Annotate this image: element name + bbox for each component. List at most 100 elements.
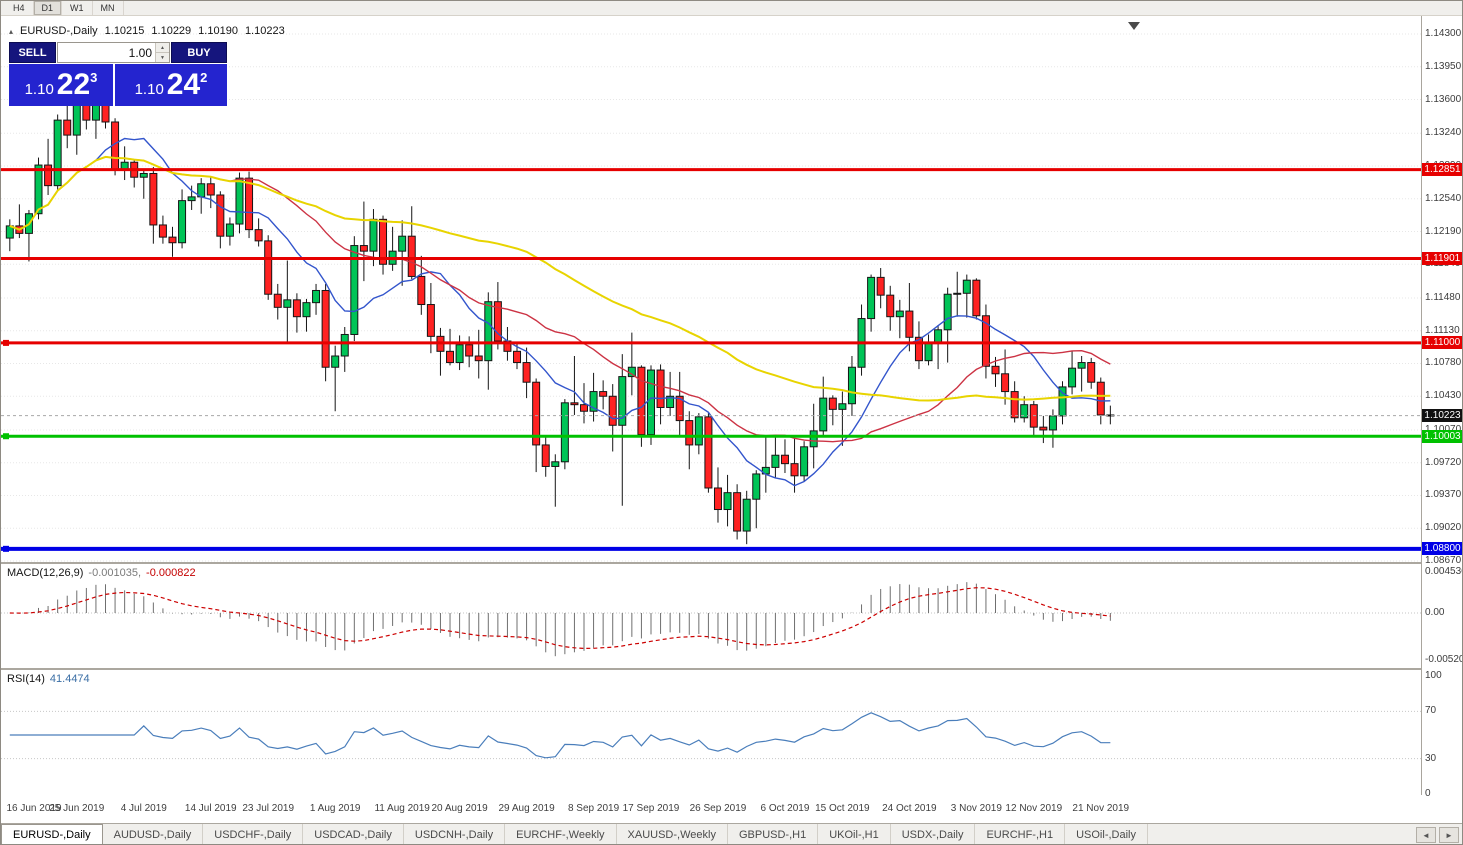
volume-spin-buttons: ▲ ▼ (155, 43, 169, 62)
volume-spinner[interactable]: 1.00 ▲ ▼ (57, 42, 170, 63)
chart-tab[interactable]: EURCHF-,H1 (975, 824, 1066, 844)
candle (991, 356, 1000, 387)
chart-shift-icon[interactable] (1128, 22, 1140, 30)
candle (704, 413, 713, 493)
pane-separator[interactable] (1, 562, 1462, 564)
chart-tab[interactable]: AUDUSD-,Daily (103, 824, 204, 844)
macd-signal-value: -0.000822 (146, 567, 196, 579)
timeframe-button-h4[interactable]: H4 (5, 1, 34, 15)
candle (685, 411, 694, 470)
candle (656, 364, 665, 425)
y-axis-label: 1.12540 (1425, 192, 1462, 204)
candle (5, 219, 14, 252)
chart-tab[interactable]: GBPUSD-,H1 (728, 824, 819, 844)
candle (1068, 351, 1077, 395)
date-label: 15 Oct 2019 (815, 803, 870, 814)
candle (331, 345, 340, 412)
sell-price-point: 3 (90, 70, 98, 85)
spin-up-icon[interactable]: ▲ (156, 43, 169, 53)
date-label: 21 Nov 2019 (1072, 803, 1130, 814)
macd-signal-line (9, 587, 1111, 650)
y-axis-label: 1.12190 (1425, 225, 1462, 237)
candle (407, 206, 416, 280)
candle (589, 372, 598, 422)
hline-handle[interactable] (3, 433, 9, 440)
candle (953, 271, 962, 317)
candle (340, 326, 349, 372)
timeframe-button-w1[interactable]: W1 (62, 1, 93, 15)
sell-button[interactable]: SELL (9, 42, 56, 63)
candle (761, 436, 770, 493)
hline-handle[interactable] (3, 339, 9, 346)
candle (1106, 405, 1115, 425)
candle (139, 168, 148, 199)
candle (1077, 356, 1086, 392)
y-axis-label: 1.10430 (1425, 390, 1462, 402)
rsi-axis-label: 0 (1425, 788, 1431, 799)
tab-scroll-right-button[interactable]: ► (1439, 827, 1459, 843)
hline-price-tag: 1.11901 (1422, 252, 1462, 266)
candle (513, 343, 522, 370)
chart-tab[interactable]: USDX-,Daily (891, 824, 976, 844)
chart-tab[interactable]: USDCNH-,Daily (404, 824, 506, 844)
candle (312, 283, 321, 315)
macd-chart-canvas[interactable] (1, 564, 1421, 668)
macd-main-value: -0.001035, (88, 567, 142, 579)
one-click-trade-panel: SELL 1.00 ▲ ▼ BUY 1.10 22 3 1.10 24 2 (9, 42, 227, 106)
timeframe-button-mn[interactable]: MN (93, 1, 124, 15)
y-axis-label: 1.14300 (1425, 28, 1462, 39)
candle (436, 327, 445, 376)
candle (1087, 357, 1096, 389)
candle (1010, 381, 1019, 423)
chart-tab[interactable]: EURCHF-,Weekly (505, 824, 617, 844)
y-axis-label: 1.10780 (1425, 357, 1462, 369)
date-label: 26 Sep 2019 (689, 803, 747, 814)
candle (876, 268, 885, 309)
date-label: 4 Jul 2019 (120, 803, 167, 814)
buy-button[interactable]: BUY (171, 42, 227, 63)
candle (15, 204, 24, 239)
rsi-indicator-label: RSI(14) 41.4474 (7, 673, 90, 685)
chart-tab[interactable]: EURUSD-,Daily (1, 824, 103, 844)
macd-axis-label: 0.00 (1425, 607, 1445, 618)
chart-tab[interactable]: USDCAD-,Daily (303, 824, 404, 844)
hline-handle[interactable] (3, 545, 9, 552)
price-chart-pane: ▴ EURUSD-,Daily 1.10215 1.10229 1.10190 … (1, 16, 1421, 562)
candle (225, 217, 234, 246)
candle (158, 215, 167, 244)
candle (532, 378, 541, 473)
candle (359, 201, 368, 282)
y-axis-label: 1.08670 (1425, 555, 1462, 566)
buy-price-button[interactable]: 1.10 24 2 (115, 64, 227, 106)
chart-tab[interactable]: UKOil-,H1 (818, 824, 891, 844)
price-chart-canvas[interactable] (1, 16, 1421, 562)
price-axis-column[interactable] (1421, 16, 1462, 795)
hline-layer (1, 168, 1421, 552)
chart-tab[interactable]: XAUUSD-,Weekly (617, 824, 728, 844)
rsi-chart-canvas[interactable] (1, 670, 1421, 795)
candle (847, 356, 856, 416)
candle (264, 235, 273, 300)
y-axis-label: 1.11480 (1425, 291, 1461, 303)
candle (723, 474, 732, 527)
volume-value[interactable]: 1.00 (128, 45, 152, 60)
date-axis[interactable]: 16 Jun 2019 25 Jun 2019 4 Jul 2019 14 Jul 2… (1, 795, 1462, 823)
rsi-indicator-pane (1, 670, 1421, 795)
chart-tab[interactable]: USDCHF-,Daily (203, 824, 304, 844)
sell-price-button[interactable]: 1.10 22 3 (9, 64, 113, 106)
date-label: 20 Aug 2019 (431, 803, 488, 814)
date-label: 8 Sep 2019 (567, 803, 620, 814)
candle (742, 490, 751, 545)
timeframe-button-d1[interactable]: D1 (33, 1, 63, 15)
tab-scroll-left-button[interactable]: ◄ (1416, 827, 1436, 843)
candle (886, 285, 895, 331)
current-price-tag: 1.10223 (1422, 409, 1462, 423)
chart-tab[interactable]: USOil-,Daily (1065, 824, 1148, 844)
rsi-line (9, 712, 1111, 759)
one-click-panel-toggle-icon[interactable]: ▴ (9, 26, 14, 36)
spin-down-icon[interactable]: ▼ (156, 53, 169, 62)
candle (417, 255, 426, 315)
candle (63, 100, 72, 149)
pane-separator[interactable] (1, 668, 1462, 670)
